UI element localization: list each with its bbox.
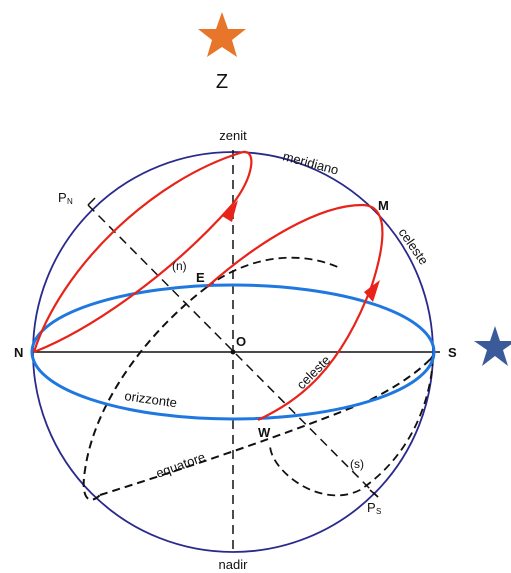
- celestial-equator-back: [82, 286, 208, 501]
- top-star-icon: [198, 12, 246, 57]
- diurnal-arrow-left: [222, 200, 238, 222]
- celestial-polar-axis: [87, 204, 379, 498]
- svg-text:P: P: [58, 190, 67, 205]
- southern-diurnal-arc: [269, 357, 434, 497]
- diurnal-arrow-right: [364, 280, 380, 302]
- s-label: S: [448, 345, 457, 360]
- ps-tick: [369, 489, 379, 498]
- pn-tick: [87, 197, 96, 206]
- right-star-icon: [474, 326, 511, 366]
- diurnal-path-left-return: [33, 204, 233, 354]
- ps-label: P S: [367, 500, 381, 516]
- e-label: E: [196, 270, 205, 285]
- celestial-equator-front: [99, 354, 435, 496]
- equatore-label: equatore: [154, 449, 207, 481]
- celeste-path-label: celeste: [294, 352, 334, 392]
- celeste-meridian-label: celeste: [396, 225, 432, 267]
- o-label: O: [236, 334, 246, 349]
- z-label: Z: [216, 71, 228, 93]
- svg-text:S: S: [376, 507, 381, 516]
- nadir-label: nadir: [219, 557, 249, 572]
- diurnal-path-right: [206, 203, 384, 421]
- w-label: W: [258, 425, 271, 440]
- pn-label: P N: [58, 190, 73, 206]
- svg-text:P: P: [367, 500, 376, 515]
- zenit-label: zenit: [219, 128, 247, 143]
- meridiano-label: meridiano: [281, 148, 340, 177]
- diurnal-path-left: [32, 150, 253, 353]
- n-label: N: [14, 345, 23, 360]
- orizzonte-label: orizzonte: [124, 388, 178, 410]
- n-paren-label: (n): [172, 259, 187, 273]
- svg-text:N: N: [67, 197, 73, 206]
- m-label: M: [378, 198, 389, 213]
- celestial-equator-arc-top: [206, 256, 341, 288]
- point-o: [230, 349, 236, 355]
- s-paren-label: (s): [350, 457, 364, 471]
- horizon-ellipse: [30, 283, 436, 421]
